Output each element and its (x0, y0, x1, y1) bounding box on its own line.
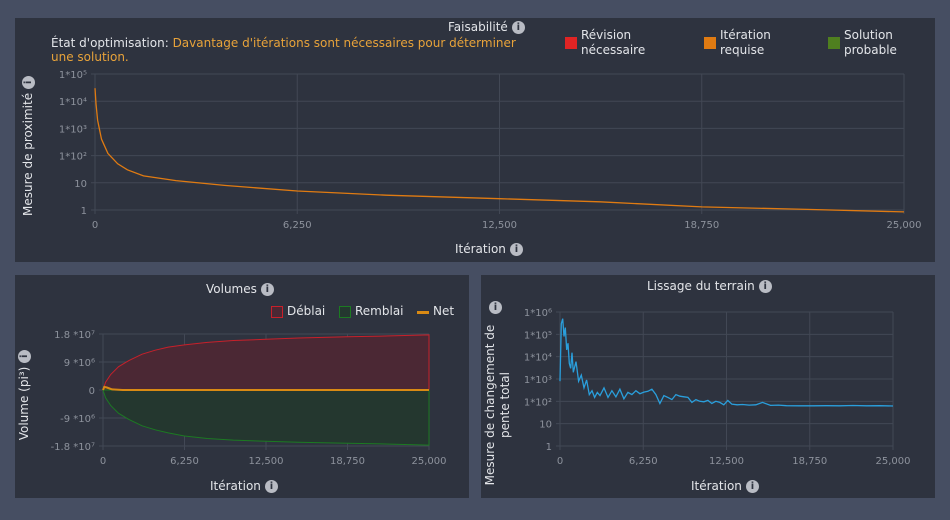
optimization-status: État d'optimisation: Davantage d'itérati… (51, 36, 531, 64)
legend-swatch-remblai (339, 306, 351, 318)
legend-deblai: Déblai (287, 304, 326, 318)
status-text: Davantage d'itérations sont nécessaires … (51, 36, 516, 64)
x-axis-label: Itération i (691, 479, 759, 493)
legend-swatch-net (417, 311, 429, 314)
y-tick-label: 1 (546, 442, 552, 453)
x-tick-label: 18,750 (684, 220, 719, 231)
legend-net: Net (433, 304, 455, 318)
x-tick-label: 0 (92, 220, 98, 231)
series-line (559, 318, 894, 407)
y-tick-label: 0 (89, 386, 95, 397)
x-tick-label: 0 (100, 456, 106, 467)
y-tick-label: 1*10³ (524, 375, 552, 386)
y-tick-label: -1.8 *10⁷ (51, 442, 95, 453)
x-axis-label: Itération i (455, 242, 523, 256)
smoothing-panel: Lissage du terrain i Mesure de changement… (481, 275, 935, 498)
legend-remblai: Remblai (355, 304, 404, 318)
feasibility-panel: Faisabilité i État d'optimisation: Davant… (15, 18, 935, 262)
x-tick-label: 6,250 (629, 456, 658, 467)
y-tick-label: 1*10² (59, 152, 87, 163)
y-tick-label: 10 (74, 179, 87, 190)
legend-swatch-deblai (271, 306, 283, 318)
y-tick-label: 1 (81, 206, 87, 217)
x-tick-label: 18,750 (330, 456, 365, 467)
info-icon[interactable]: i (745, 480, 759, 493)
x-tick-label: 0 (557, 456, 563, 467)
info-icon[interactable]: i (264, 480, 278, 493)
y-tick-label: 1.8 *10⁷ (54, 330, 95, 341)
info-icon[interactable]: i (511, 21, 525, 34)
y-tick-label: 1*10⁴ (59, 97, 87, 108)
smoothing-title: Lissage du terrain i (647, 279, 772, 293)
smoothing-chart: 0 6,250 12,500 18,750 25,000 1 10 1*10² 1*10³ 1*1… (524, 308, 911, 467)
volumes-chart: 0 6,250 12,500 18,750 25,000 -1.8 *10⁷ -9 *10⁶… (51, 330, 447, 467)
y-tick-label: -9 *10⁶ (60, 414, 95, 425)
x-axis-label: Itération i (210, 479, 278, 493)
x-tick-label: 18,750 (792, 456, 827, 467)
info-icon[interactable]: i (509, 243, 523, 256)
info-icon[interactable]: i (489, 301, 502, 314)
area-remblai (102, 389, 430, 446)
legend-swatch-solution (828, 37, 840, 49)
volumes-title: Volumes i (206, 282, 274, 296)
legend-swatch-revision (565, 37, 577, 49)
series-line (102, 385, 429, 391)
status-label: État d'optimisation: (51, 36, 169, 50)
volumes-panel: Volumes i Déblai Remblai Net Volume (pi³)… (15, 275, 469, 498)
x-tick-label: 12,500 (482, 220, 517, 231)
y-tick-label: 1*10⁴ (524, 353, 552, 364)
info-icon[interactable]: i (758, 280, 772, 293)
legend-iteration: Itération requise (720, 28, 771, 57)
series-line (94, 88, 905, 213)
x-tick-label: 12,500 (709, 456, 744, 467)
legend-swatch-iteration (704, 37, 716, 49)
y-tick-label: 1*10² (524, 397, 552, 408)
x-tick-label: 25,000 (876, 456, 911, 467)
feasibility-title: Faisabilité i (448, 20, 525, 34)
y-tick-label: 1*10³ (59, 124, 87, 135)
x-tick-label: 25,000 (887, 220, 922, 231)
x-tick-label: 12,500 (249, 456, 284, 467)
y-tick-label: 1*10⁵ (524, 330, 552, 341)
x-tick-label: 6,250 (170, 456, 199, 467)
info-icon[interactable]: i (260, 283, 274, 296)
y-tick-label: 1*10⁶ (524, 308, 552, 319)
x-tick-label: 25,000 (412, 456, 447, 467)
legend-solution: Solution probable (844, 28, 897, 57)
proximity-chart: 0 6,250 12,500 18,750 25,000 1 10 1*10² 1*10³ 1*1… (59, 70, 922, 231)
y-tick-label: 1*10⁵ (59, 70, 87, 81)
y-tick-label: 9 *10⁶ (64, 358, 95, 369)
x-tick-label: 6,250 (283, 220, 312, 231)
area-déblai (102, 334, 430, 391)
legend-revision: Révision nécessaire (581, 28, 646, 57)
y-tick-label: 10 (539, 420, 552, 431)
